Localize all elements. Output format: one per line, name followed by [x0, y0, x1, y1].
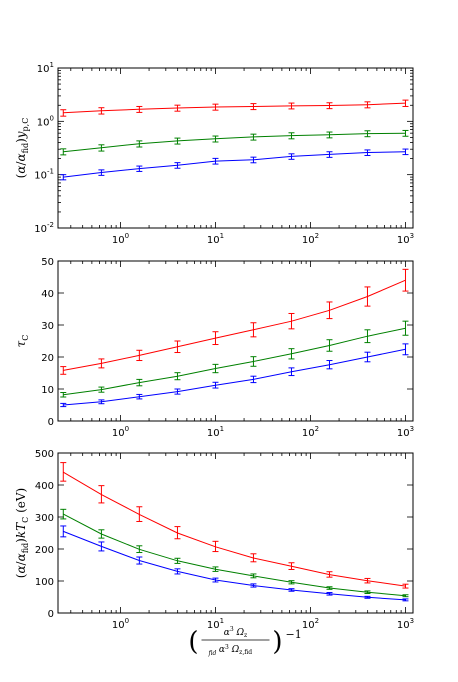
- x-label-denominator: α3 Ωz,fid: [219, 644, 252, 656]
- plot-frame: [57, 260, 414, 422]
- x-tick-label: 102: [302, 617, 319, 631]
- panel-top: 100 101 102 103 10-2 10-1 100 101 (α/αfid)yp,C: [14, 61, 414, 246]
- y-tick-label: 400: [35, 481, 54, 492]
- x-label-paren-close: ): [272, 627, 282, 657]
- y-axis-label: (α/αfid)kTC (eV): [14, 488, 30, 578]
- series-line: [63, 132, 406, 153]
- y-tick-label: 300: [35, 513, 54, 524]
- y-tick-label: 50: [41, 257, 54, 268]
- series-1: [60, 129, 409, 156]
- x-label-exponent: −1: [286, 628, 302, 641]
- series-2: [60, 525, 409, 602]
- panel-middle: 100 101 102 103 0 10 20 30 40 50 τC: [14, 257, 414, 439]
- y-tick-label: 30: [41, 321, 54, 332]
- y-tick-label: 0: [48, 609, 54, 620]
- y-tick-label: 0: [48, 417, 54, 428]
- x-tick-label: 100: [112, 617, 129, 631]
- x-tick-label: 101: [207, 232, 224, 246]
- x-label-numerator: α3 Ωz: [224, 626, 247, 639]
- y-tick-label: 10-2: [34, 221, 54, 235]
- x-tick-label: 101: [207, 425, 224, 439]
- x-tick-label: 102: [302, 425, 319, 439]
- y-axis-label: (α/αfid)yp,C: [14, 118, 30, 179]
- series-line: [63, 151, 406, 178]
- y-tick-label: 200: [35, 545, 54, 556]
- x-tick-label: 100: [112, 232, 129, 246]
- series-2: [60, 343, 409, 408]
- y-tick-label: 20: [41, 353, 54, 364]
- panel-bottom: 100 101 102 103 0 100 200 300 400 500 (α/αfid)kTC …: [14, 449, 414, 631]
- y-tick-label: 100: [37, 114, 54, 128]
- x-tick-label: 103: [397, 425, 414, 439]
- y-tick-label: 101: [37, 61, 54, 75]
- series-line: [63, 327, 406, 396]
- x-label-paren-open: (: [188, 627, 198, 657]
- series-line: [63, 279, 406, 371]
- y-tick-label: 100: [35, 577, 54, 588]
- plot-frame: [57, 452, 414, 614]
- y-tick-label: 500: [35, 449, 54, 460]
- series-line: [63, 471, 406, 587]
- y-tick-label: 10-1: [34, 168, 54, 182]
- x-tick-label: 102: [302, 232, 319, 246]
- series-0: [60, 462, 409, 589]
- series-line: [63, 530, 406, 601]
- x-tick-label: 101: [207, 617, 224, 631]
- x-tick-label: 103: [397, 617, 414, 631]
- series-line: [63, 102, 406, 114]
- series-line: [63, 348, 406, 406]
- series-1: [60, 508, 409, 598]
- y-tick-label: 40: [41, 289, 54, 300]
- y-axis-label: τC: [14, 335, 30, 348]
- plot-frame: [57, 67, 414, 229]
- series-0: [60, 99, 409, 117]
- x-label-fid-sub: fid: [208, 650, 217, 657]
- x-tick-label: 103: [397, 232, 414, 246]
- y-tick-label: 10: [41, 385, 54, 396]
- series-2: [60, 148, 409, 181]
- series-0: [60, 268, 409, 375]
- series-line: [63, 513, 406, 597]
- series-1: [60, 320, 409, 398]
- x-tick-label: 100: [112, 425, 129, 439]
